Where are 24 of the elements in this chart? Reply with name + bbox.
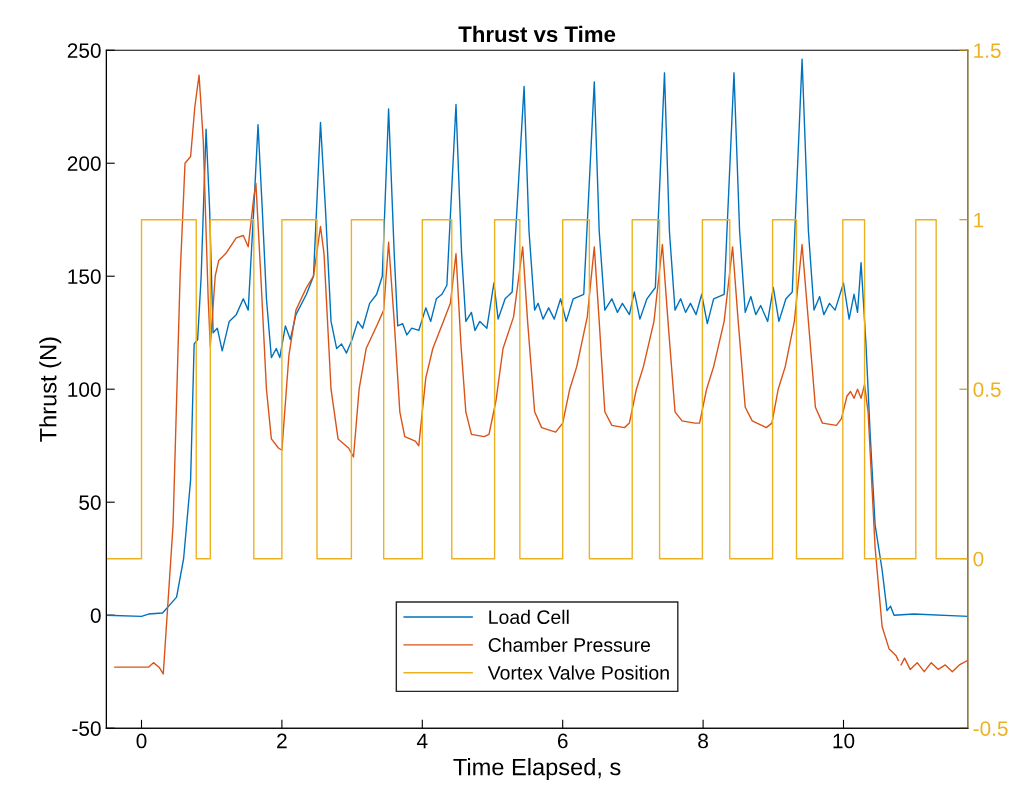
y2-tick-label: 0.5 [973,382,1001,397]
x-tick-label: 6 [557,733,568,749]
x-tick-label: 2 [277,733,287,749]
x-axis-title: Time Elapsed, s [453,758,621,781]
x-tick-label: 4 [416,733,428,749]
y-axis-title: Thrust (N) [39,337,62,442]
y2-tick-label: 1 [974,212,984,228]
chart-title: Thrust vs Time [458,25,616,43]
y2-tick-label: -0.5 [973,721,1008,736]
y-tick-label: 200 [67,156,101,171]
y-tick-label: 100 [68,382,101,397]
y2-tick-label: 1.5 [974,43,1001,58]
y-tick-label: 50 [79,495,101,510]
y2-tick-label: 0 [973,551,984,567]
legend-label: Chamber Pressure [488,637,651,652]
y-tick-label: 150 [68,269,101,284]
x-tick-label: 8 [698,733,708,749]
y-tick-label: 250 [67,43,101,58]
x-tick-label: 10 [833,733,855,749]
legend-label: Load Cell [489,609,569,625]
y-tick-label: -50 [72,721,101,736]
legend-label: Vortex Valve Position [487,665,669,680]
y-tick-label: 0 [90,608,101,623]
x-tick-label: 0 [136,733,147,749]
